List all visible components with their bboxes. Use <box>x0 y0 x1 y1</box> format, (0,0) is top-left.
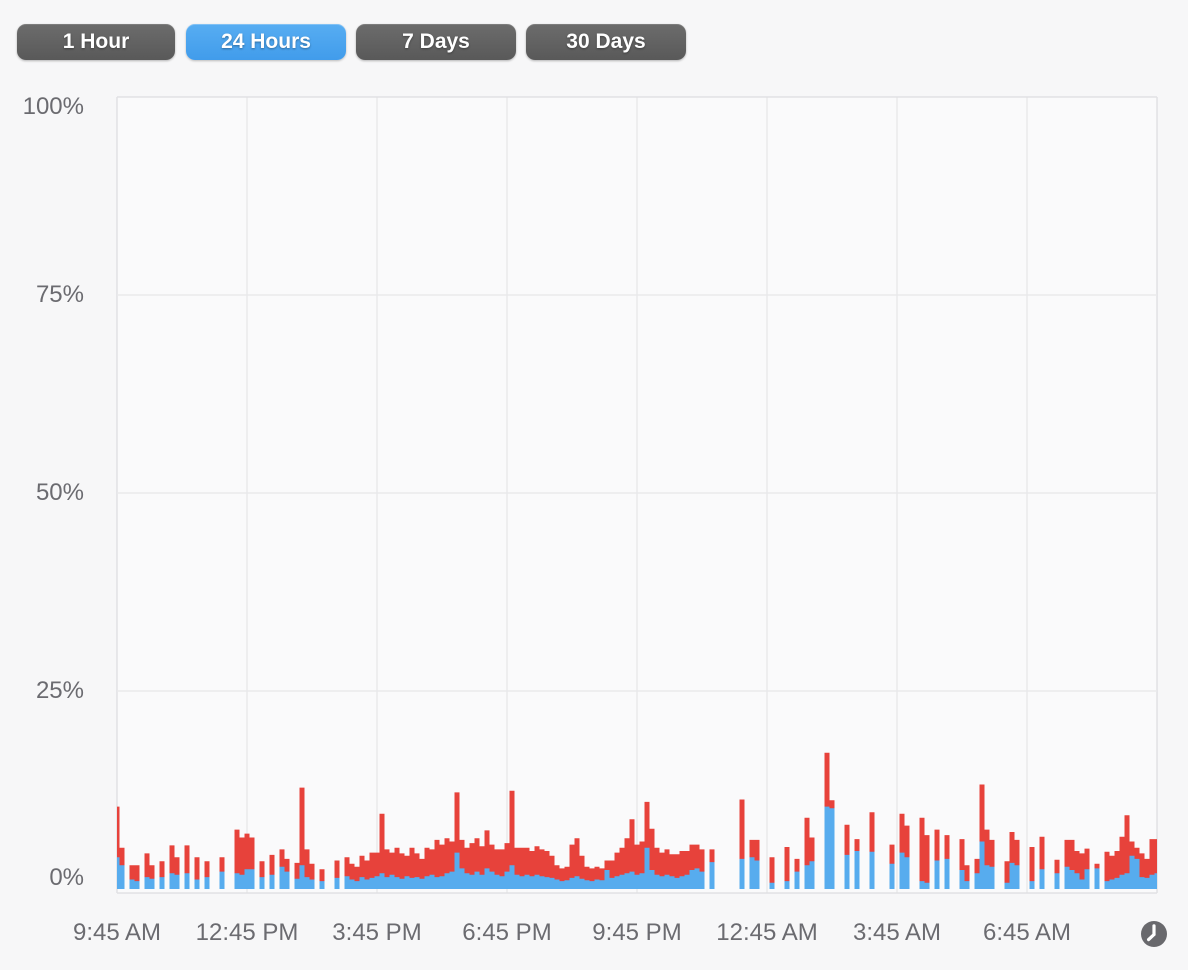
y-axis-label-75: 75% <box>35 281 84 308</box>
clock-icon-glyph <box>1141 921 1167 947</box>
x-axis-label-2: 12:45 PM <box>195 919 299 946</box>
x-axis-label-3: 3:45 PM <box>332 919 422 946</box>
x-axis-label-7: 3:45 AM <box>852 919 942 946</box>
y-axis-label-50: 50% <box>35 479 84 506</box>
time-range-button-24-hours[interactable]: 24 Hours <box>186 24 346 60</box>
time-range-selector: 1 Hour 24 Hours 7 Days 30 Days <box>0 0 1188 70</box>
time-range-button-1-hour[interactable]: 1 Hour <box>17 24 175 60</box>
x-axis-label-1: 9:45 AM <box>72 919 162 946</box>
x-axis-label-5: 9:45 PM <box>592 919 682 946</box>
x-axis-label-6: 12:45 AM <box>716 919 818 946</box>
y-axis-label-25: 25% <box>35 677 84 704</box>
clock-icon[interactable] <box>1140 920 1168 948</box>
x-axis-label-4: 6:45 PM <box>462 919 552 946</box>
time-range-button-30-days[interactable]: 30 Days <box>526 24 686 60</box>
x-axis-label-8: 6:45 AM <box>982 919 1072 946</box>
y-axis-label-0: 0% <box>49 864 84 891</box>
time-range-button-7-days[interactable]: 7 Days <box>356 24 516 60</box>
y-axis-label-100: 100% <box>22 93 84 120</box>
